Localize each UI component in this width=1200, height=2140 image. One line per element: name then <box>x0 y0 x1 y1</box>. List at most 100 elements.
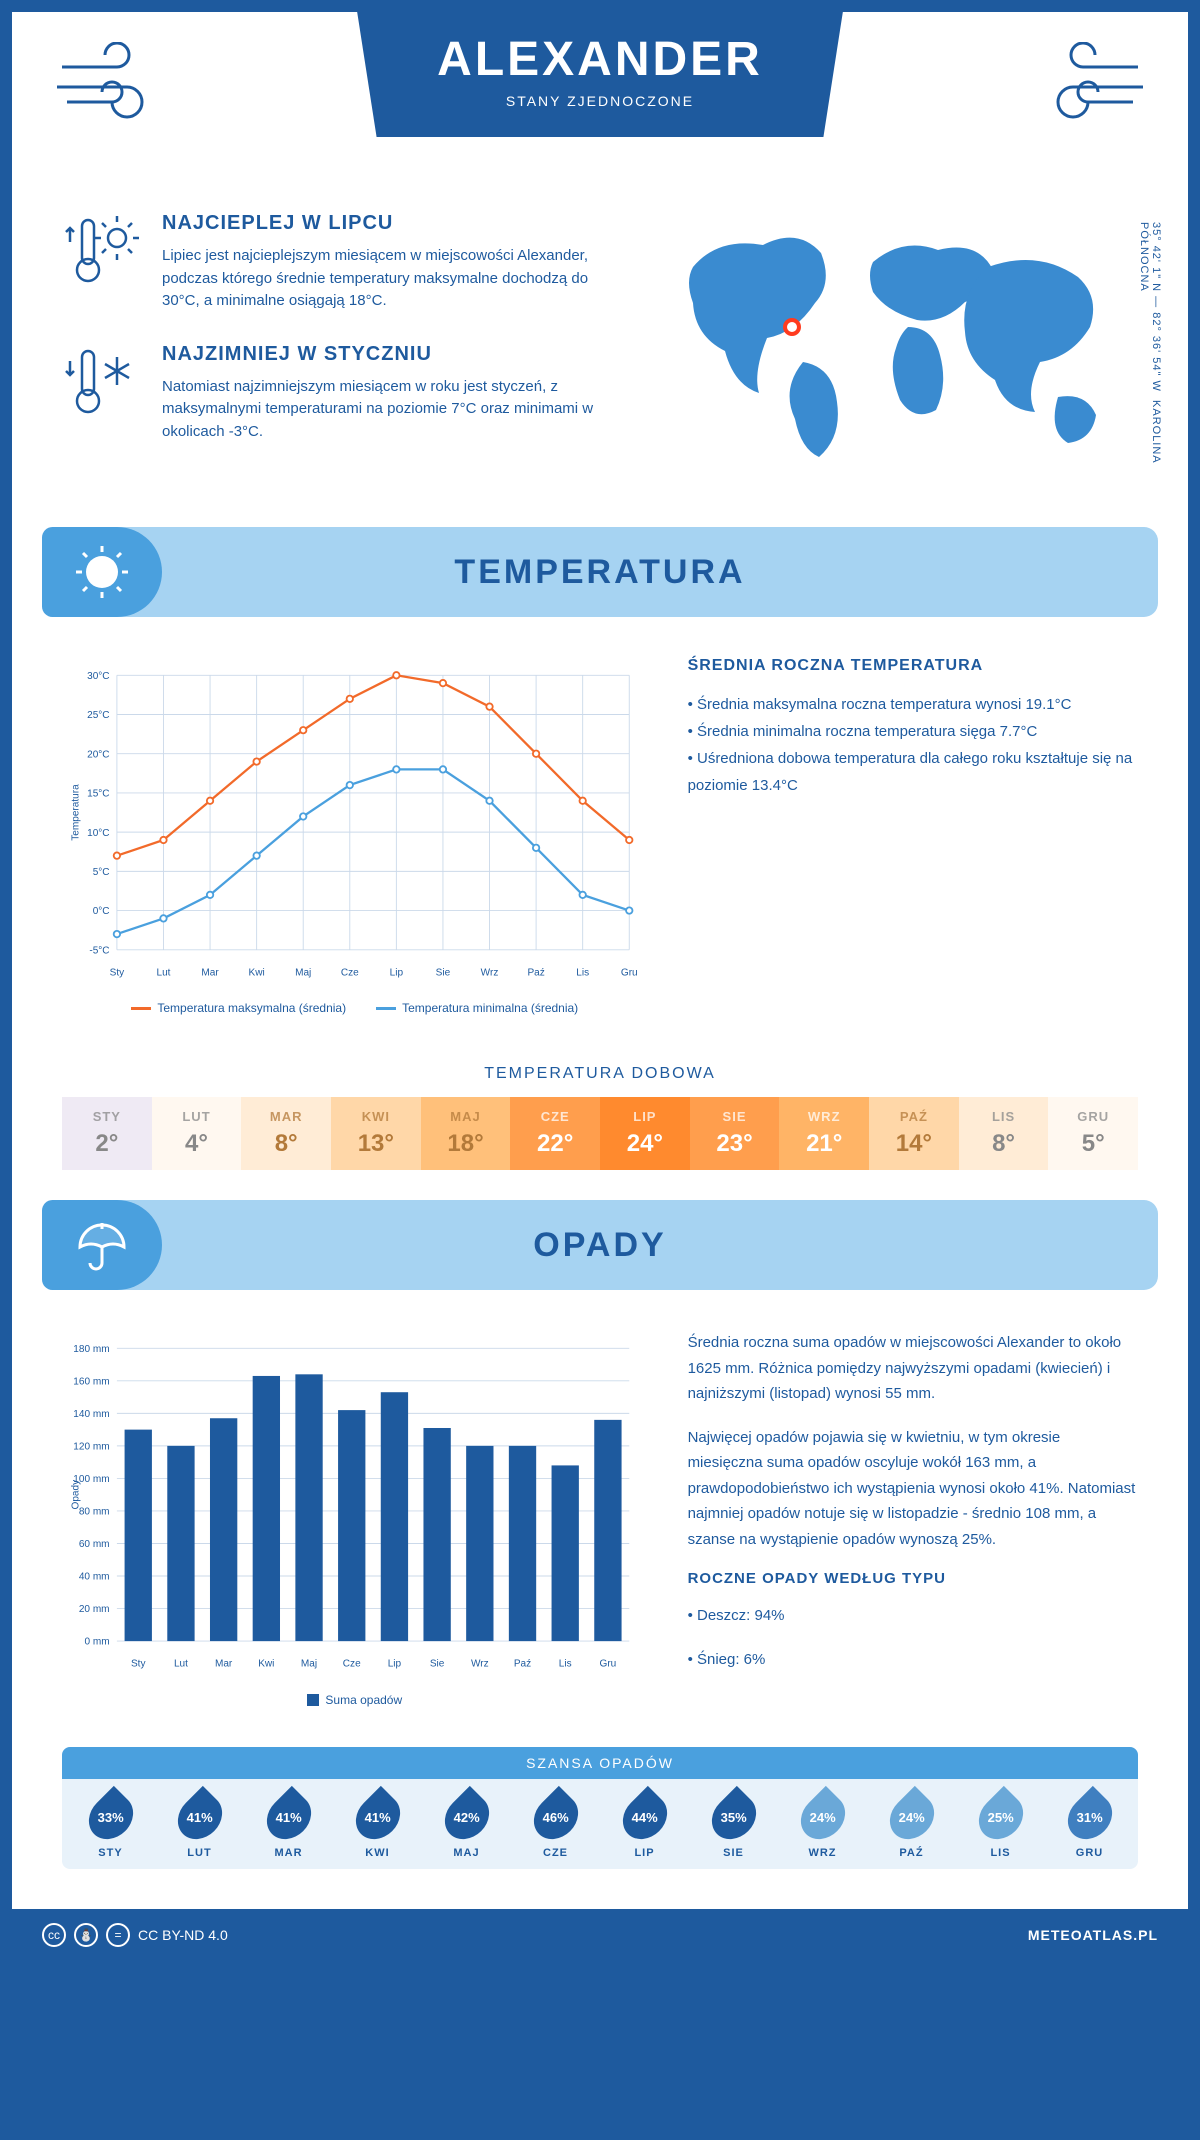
sun-icon <box>42 527 162 617</box>
thermometer-sun-icon <box>62 212 142 313</box>
svg-text:Kwi: Kwi <box>249 967 265 978</box>
umbrella-icon <box>42 1200 162 1290</box>
chance-drop: 31%GRU <box>1045 1793 1134 1859</box>
svg-text:20 mm: 20 mm <box>79 1605 110 1616</box>
daily-cell: WRZ21° <box>779 1097 869 1170</box>
precip-type-rain: • Deszcz: 94% <box>688 1603 1138 1629</box>
temperature-summary: ŚREDNIA ROCZNA TEMPERATURA • Średnia mak… <box>688 657 1138 1015</box>
nd-icon: = <box>106 1923 130 1947</box>
daily-cell: LUT4° <box>152 1097 242 1170</box>
precip-type-title: ROCZNE OPADY WEDŁUG TYPU <box>688 1570 1138 1587</box>
world-map: 35° 42' 1" N — 82° 36' 54" W KAROLINA PÓ… <box>658 212 1138 477</box>
legend-precip: Suma opadów <box>325 1693 402 1707</box>
svg-text:Mar: Mar <box>201 967 219 978</box>
svg-text:Temperatura: Temperatura <box>70 784 81 841</box>
svg-text:Maj: Maj <box>301 1659 317 1670</box>
svg-text:20°C: 20°C <box>87 749 109 760</box>
chart-legend: Temperatura maksymalna (średnia) Tempera… <box>62 1001 648 1015</box>
svg-text:10°C: 10°C <box>87 828 109 839</box>
chance-drop: 33%STY <box>66 1793 155 1859</box>
chance-drop: 41%KWI <box>333 1793 422 1859</box>
svg-text:Paź: Paź <box>514 1659 531 1670</box>
svg-text:Cze: Cze <box>341 967 359 978</box>
daily-cell: PAŹ14° <box>869 1097 959 1170</box>
svg-text:Lip: Lip <box>388 1659 402 1670</box>
section-title: OPADY <box>533 1226 666 1265</box>
summary-title: ŚREDNIA ROCZNA TEMPERATURA <box>688 657 1138 675</box>
svg-text:30°C: 30°C <box>87 671 109 682</box>
svg-text:Gru: Gru <box>621 967 638 978</box>
fact-cold-title: NAJZIMNIEJ W STYCZNIU <box>162 343 618 366</box>
precipitation-chance: SZANSA OPADÓW 33%STY41%LUT41%MAR41%KWI42… <box>62 1747 1138 1869</box>
svg-text:Sie: Sie <box>430 1659 445 1670</box>
license-text: CC BY-ND 4.0 <box>138 1927 228 1943</box>
precip-paragraph: Średnia roczna suma opadów w miejscowośc… <box>688 1330 1138 1407</box>
facts: NAJCIEPLEJ W LIPCU Lipiec jest najcieple… <box>62 212 618 477</box>
daily-cell: MAJ18° <box>421 1097 511 1170</box>
svg-text:Lut: Lut <box>174 1659 188 1670</box>
coordinates: 35° 42' 1" N — 82° 36' 54" W KAROLINA PÓ… <box>1138 222 1162 477</box>
svg-text:15°C: 15°C <box>87 789 109 800</box>
title-banner: ALEXANDER STANY ZJEDNOCZONE <box>357 12 843 137</box>
precip-type-snow: • Śnieg: 6% <box>688 1647 1138 1673</box>
svg-text:Lis: Lis <box>576 967 589 978</box>
svg-text:Lip: Lip <box>390 967 404 978</box>
chance-drop: 44%LIP <box>600 1793 689 1859</box>
daily-cell: STY2° <box>62 1097 152 1170</box>
svg-text:0°C: 0°C <box>93 906 110 917</box>
wind-icon <box>52 42 172 139</box>
svg-text:Wrz: Wrz <box>471 1659 489 1670</box>
chance-title: SZANSA OPADÓW <box>62 1747 1138 1779</box>
cc-icon: cc <box>42 1923 66 1947</box>
svg-text:Wrz: Wrz <box>481 967 499 978</box>
chance-drop: 24%PAŹ <box>867 1793 956 1859</box>
svg-text:60 mm: 60 mm <box>79 1540 110 1551</box>
svg-text:Sty: Sty <box>131 1659 146 1670</box>
fact-hot-text: Lipiec jest najcieplejszym miesiącem w m… <box>162 245 618 313</box>
section-bar-temperature: TEMPERATURA <box>42 527 1158 617</box>
license: cc ⛄ = CC BY-ND 4.0 <box>42 1923 228 1947</box>
svg-text:Mar: Mar <box>215 1659 233 1670</box>
daily-cell: MAR8° <box>241 1097 331 1170</box>
svg-text:180 mm: 180 mm <box>73 1344 109 1355</box>
summary-bullet: • Średnia maksymalna roczna temperatura … <box>688 691 1138 718</box>
city-title: ALEXANDER <box>437 32 763 87</box>
chance-drop: 24%WRZ <box>778 1793 867 1859</box>
country-subtitle: STANY ZJEDNOCZONE <box>437 93 763 109</box>
svg-text:160 mm: 160 mm <box>73 1377 109 1388</box>
svg-text:40 mm: 40 mm <box>79 1572 110 1583</box>
chance-drop: 41%LUT <box>155 1793 244 1859</box>
chart-legend: Suma opadów <box>62 1693 648 1707</box>
precip-paragraph: Najwięcej opadów pojawia się w kwietniu,… <box>688 1425 1138 1553</box>
wind-icon <box>1028 42 1148 139</box>
svg-text:140 mm: 140 mm <box>73 1409 109 1420</box>
location-marker <box>783 318 801 336</box>
svg-text:0 mm: 0 mm <box>84 1637 109 1648</box>
daily-cell: CZE22° <box>510 1097 600 1170</box>
svg-text:Sty: Sty <box>110 967 125 978</box>
fact-cold: NAJZIMNIEJ W STYCZNIU Natomiast najzimni… <box>62 343 618 444</box>
daily-cell: KWI13° <box>331 1097 421 1170</box>
precipitation-summary: Średnia roczna suma opadów w miejscowośc… <box>688 1330 1138 1707</box>
chance-drop: 25%LIS <box>956 1793 1045 1859</box>
svg-text:Maj: Maj <box>295 967 311 978</box>
legend-min: Temperatura minimalna (średnia) <box>402 1001 578 1015</box>
chance-drop: 35%SIE <box>689 1793 778 1859</box>
by-icon: ⛄ <box>74 1923 98 1947</box>
fact-hot-title: NAJCIEPLEJ W LIPCU <box>162 212 618 235</box>
daily-temperature-strip: STY2°LUT4°MAR8°KWI13°MAJ18°CZE22°LIP24°S… <box>62 1097 1138 1170</box>
summary-bullet: • Średnia minimalna roczna temperatura s… <box>688 718 1138 745</box>
fact-hot: NAJCIEPLEJ W LIPCU Lipiec jest najcieple… <box>62 212 618 313</box>
section-bar-precipitation: OPADY <box>42 1200 1158 1290</box>
header: ALEXANDER STANY ZJEDNOCZONE <box>12 12 1188 212</box>
site-name: METEOATLAS.PL <box>1028 1927 1158 1943</box>
temperature-section: -5°C0°C5°C10°C15°C20°C25°C30°CStyLutMarK… <box>12 637 1188 1035</box>
svg-text:Kwi: Kwi <box>258 1659 274 1670</box>
chance-drop: 46%CZE <box>511 1793 600 1859</box>
svg-text:25°C: 25°C <box>87 710 109 721</box>
daily-cell: LIP24° <box>600 1097 690 1170</box>
svg-text:Sie: Sie <box>436 967 451 978</box>
daily-cell: LIS8° <box>959 1097 1049 1170</box>
svg-text:80 mm: 80 mm <box>79 1507 110 1518</box>
svg-text:Cze: Cze <box>343 1659 361 1670</box>
